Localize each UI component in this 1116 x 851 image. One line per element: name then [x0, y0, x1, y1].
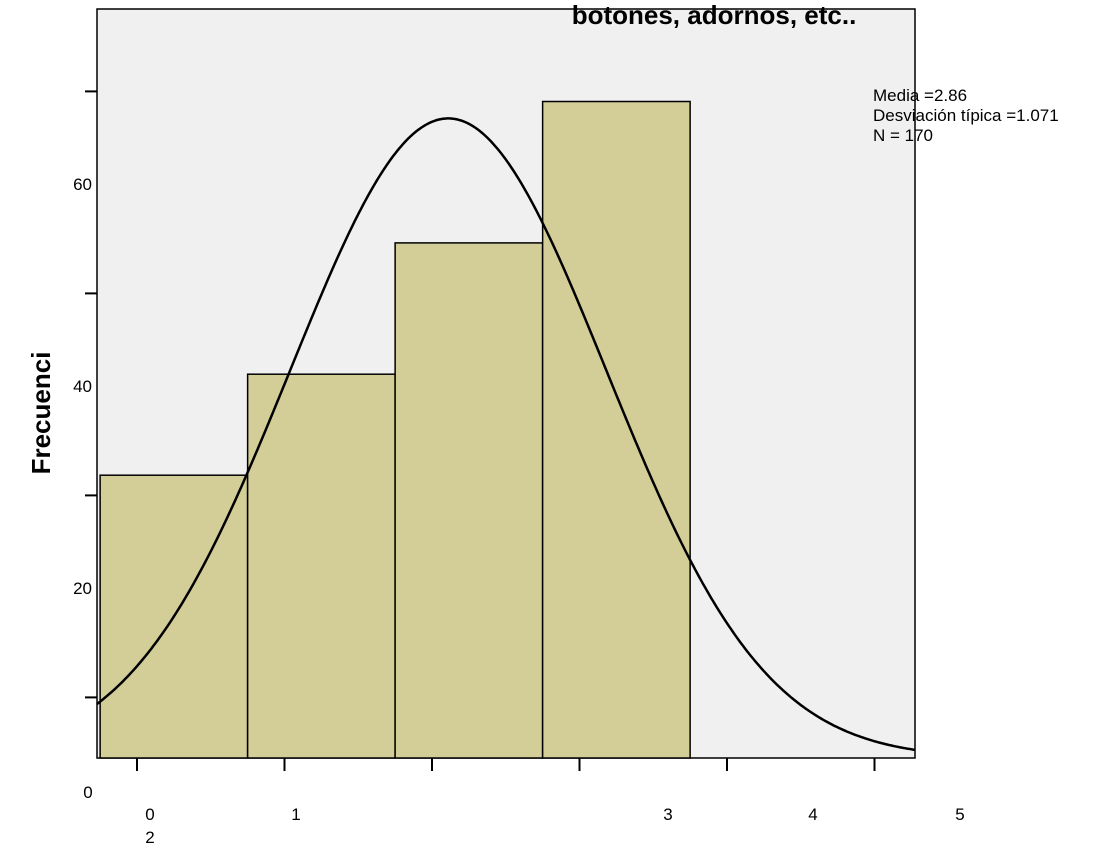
x-tick-label: 0 [145, 805, 154, 824]
y-axis-label: Frecuenci [26, 352, 56, 475]
y-tick-label-60: 60 [73, 175, 92, 194]
x-tick-label: 4 [808, 805, 817, 824]
histogram-bar [541, 100, 691, 759]
x-tick-label: 1 [291, 805, 300, 824]
x-tick-label: 3 [663, 805, 672, 824]
histogram-bar [246, 373, 396, 759]
x-tick-label: 0 [83, 783, 92, 802]
normal-curve [96, 117, 916, 752]
y-tick-label-40: 40 [73, 377, 92, 396]
stats-sd: Desviación típica =1.071 [873, 106, 1059, 125]
stats-mean: Media =2.86 [873, 86, 967, 105]
histogram-bar [394, 242, 544, 759]
chart-title: botones, adornos, etc.. [572, 0, 857, 30]
y-tick-label-20: 20 [73, 579, 92, 598]
x-tick-label: 2 [145, 828, 154, 847]
x-tick-label: 5 [955, 805, 964, 824]
stats-n: N = 170 [873, 126, 933, 145]
